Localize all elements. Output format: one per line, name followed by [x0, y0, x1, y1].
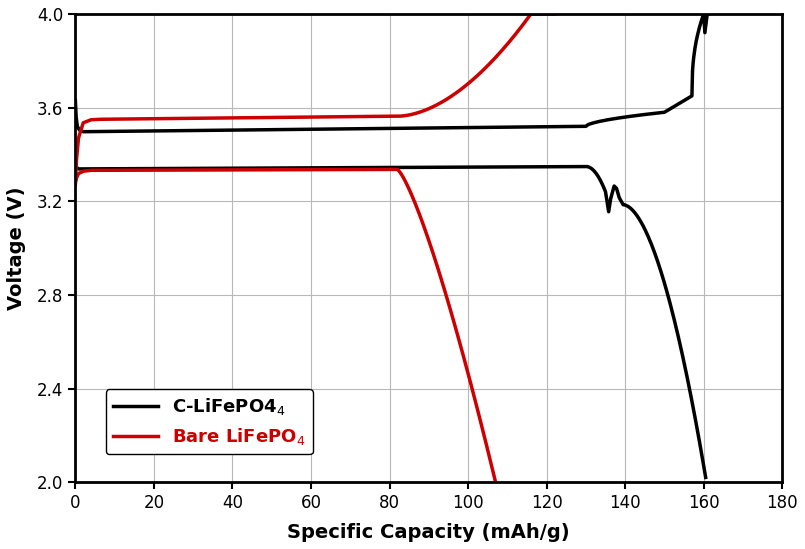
Y-axis label: Voltage (V): Voltage (V) — [7, 186, 26, 310]
X-axis label: Specific Capacity (mAh/g): Specific Capacity (mAh/g) — [287, 523, 570, 542]
Legend: C-LiFePO4$_4$, Bare LiFePO$_4$: C-LiFePO4$_4$, Bare LiFePO$_4$ — [105, 389, 313, 455]
